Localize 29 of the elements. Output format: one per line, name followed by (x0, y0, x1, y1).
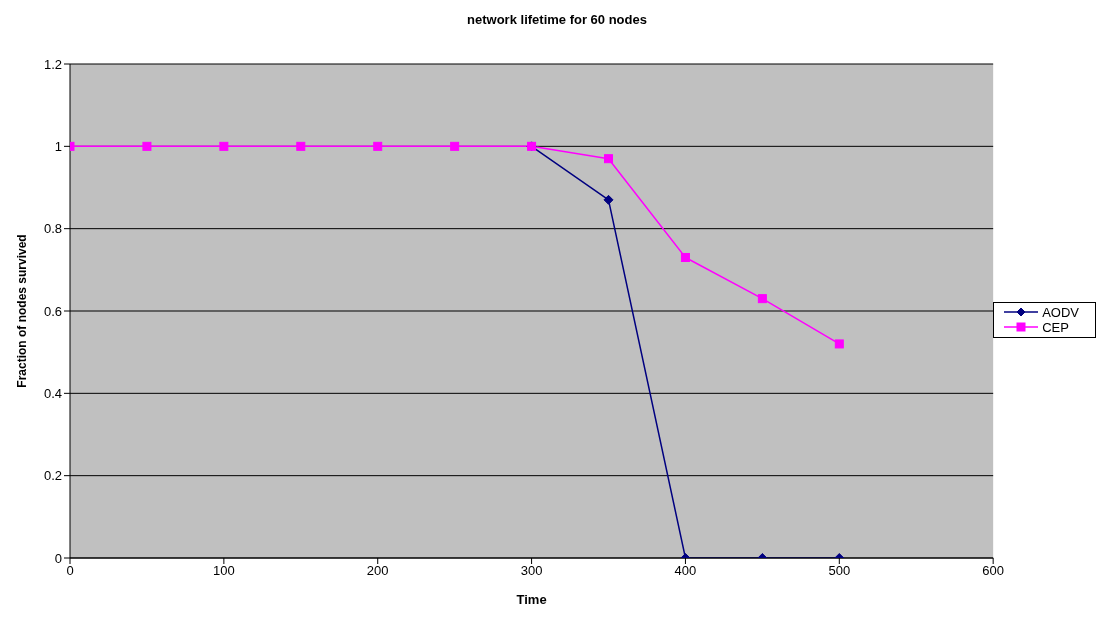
x-tick-label: 300 (520, 563, 543, 579)
y-tick-label: 1.2 (43, 56, 62, 72)
point (296, 141, 306, 151)
point (450, 141, 460, 151)
legend-label: AODV (1041, 305, 1079, 320)
y-axis-title: Fraction of nodes survived (15, 234, 30, 388)
x-tick-label: 500 (828, 563, 851, 579)
y-tick-label: 0.4 (43, 385, 62, 401)
x-axis-title: Time (516, 592, 547, 607)
point (680, 252, 690, 262)
x-tick-label: 0 (66, 563, 74, 579)
x-tick-label: 200 (366, 563, 389, 579)
x-tick-label: 100 (213, 563, 235, 579)
chart-title: network lifetime for 60 nodes (466, 11, 648, 29)
x-tick-label: 600 (982, 563, 1005, 579)
legend-label: CEP (1041, 320, 1069, 335)
point (219, 141, 229, 151)
point (603, 194, 614, 205)
point (757, 294, 767, 304)
point (373, 141, 383, 151)
y-tick-label: 0.2 (43, 468, 62, 484)
y-tick-label: 0.6 (43, 303, 62, 319)
y-tick-label: 1 (54, 138, 62, 154)
y-tick-label: 0 (54, 550, 62, 566)
point (142, 141, 152, 151)
point (834, 339, 844, 349)
y-tick-label: 0.8 (43, 221, 62, 237)
point (604, 154, 614, 164)
x-tick-label: 400 (674, 563, 697, 579)
